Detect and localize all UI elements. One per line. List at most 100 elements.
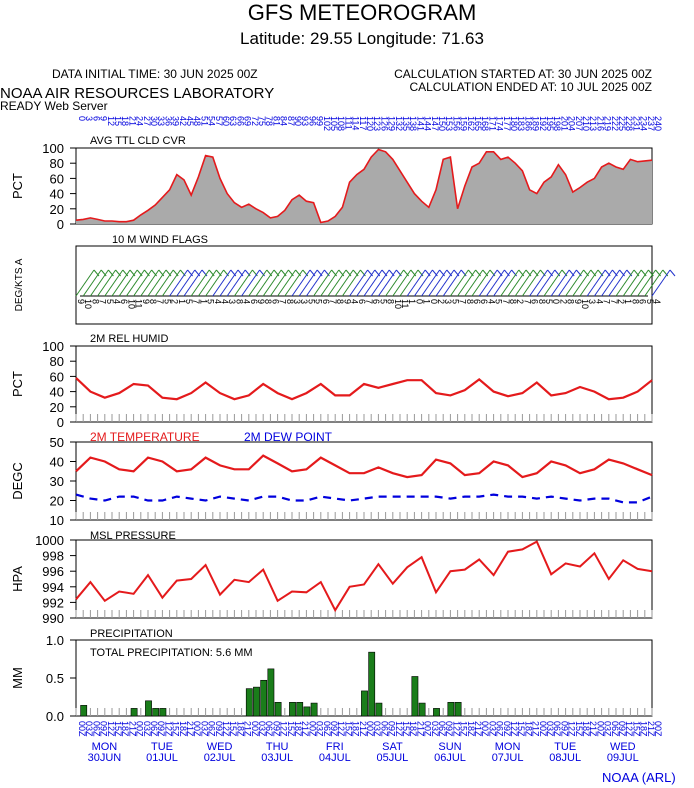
forecast-hour-label: 168	[480, 116, 490, 131]
wind-barb	[557, 269, 577, 297]
wind-barb	[500, 269, 520, 297]
wind-speed-label: 6	[371, 299, 381, 304]
pressure-line	[75, 540, 653, 613]
precip-bar	[310, 702, 318, 717]
wind-barb	[478, 269, 498, 297]
cloud-ylabel: PCT	[10, 173, 25, 199]
hour-label: 09Z	[444, 721, 454, 737]
wind-speed-label: 5	[544, 299, 554, 304]
hour-label: 12Z	[394, 721, 404, 737]
wind-barb	[629, 269, 649, 297]
hour-label: 15Z	[516, 721, 526, 737]
hour-label: 15Z	[171, 721, 181, 737]
hour-label: 15Z	[574, 721, 584, 737]
forecast-hour-label: 132	[394, 116, 404, 131]
forecast-hour-label: 216	[595, 116, 605, 131]
wind-barb	[305, 269, 325, 297]
wind-barb	[615, 269, 635, 297]
pressure-ytick-label: 992	[42, 595, 64, 610]
rh-title: 2M REL HUMID	[90, 333, 168, 345]
day-label: WED	[610, 741, 636, 753]
wind-speed-label: 0	[414, 299, 424, 304]
wind-barb	[442, 269, 462, 297]
day-label: MON	[92, 741, 118, 753]
forecast-hour-label: 18	[120, 116, 130, 126]
wind-barb	[608, 269, 628, 297]
coords: Latitude: 29.55 Longitude: 71.63	[240, 29, 484, 48]
hour-label: 00Z	[77, 721, 87, 737]
wind-barb	[644, 269, 664, 297]
forecast-hour-label: 6	[91, 116, 101, 121]
wind-barb	[363, 269, 383, 297]
wind-barb	[241, 269, 261, 297]
precip-bar	[159, 708, 167, 717]
meteogram-title: GFS METEOROGRAM	[248, 0, 477, 25]
hour-label: 09Z	[502, 721, 512, 737]
wind-speed-label: 9	[76, 299, 86, 304]
wind-speed-label: 4	[350, 299, 360, 304]
forecast-hour-label: 144	[423, 116, 433, 131]
wind-speed-label: 7	[191, 299, 201, 304]
wind-barb	[485, 269, 505, 297]
wind-speed-label: 8	[285, 299, 295, 304]
temp-ytick-label: 50	[50, 435, 64, 450]
day-label: SAT	[382, 741, 403, 753]
wind-speed-label: 10	[393, 299, 403, 309]
cloud-ytick-label: 20	[50, 202, 64, 217]
wind-barb	[493, 269, 513, 297]
wind-speed-label: 4	[220, 299, 230, 304]
wind-speed-label: 8	[566, 299, 576, 304]
calc-ended: CALCULATION ENDED AT: 10 JUL 2025 00Z	[409, 80, 652, 94]
wind-barb	[147, 269, 167, 297]
hour-label: 12Z	[451, 721, 461, 737]
cloud-ytick-label: 40	[50, 187, 64, 202]
forecast-hour-label: 114	[351, 116, 361, 130]
wind-barb	[565, 269, 585, 297]
hour-label: 09Z	[617, 721, 627, 737]
forecast-hour-label: 225	[617, 116, 627, 131]
temperature-line	[75, 454, 653, 479]
forecast-hour-label: 138	[408, 116, 418, 131]
forecast-hour-label: 150	[437, 116, 447, 131]
pressure-title: MSL PRESSURE	[90, 530, 176, 542]
wind-barb	[579, 269, 599, 297]
wind-barb	[262, 269, 282, 297]
wind-speed-label: 6	[472, 299, 482, 304]
forecast-hour-label: 36	[163, 116, 173, 126]
wind-speed-label: 6	[249, 299, 259, 304]
forecast-hour-label: 42	[178, 116, 188, 126]
wind-speed-label: 10	[580, 299, 590, 309]
precip-bar	[454, 702, 462, 717]
hour-label: 06Z	[149, 721, 159, 737]
forecast-hour-label: 222	[610, 116, 620, 131]
cloud-title: AVG TTL CLD CVR	[90, 135, 186, 147]
precip-ytick-label: 0.0	[46, 709, 64, 724]
forecast-hour-label: 183	[516, 116, 526, 131]
wind-barb	[385, 269, 405, 297]
forecast-hour-label: 51	[199, 116, 209, 126]
wind-barb	[622, 269, 642, 297]
hour-label: 06Z	[322, 721, 332, 737]
wind-speed-label: 3	[299, 299, 309, 304]
wind-barb	[104, 269, 124, 297]
hour-label: 03Z	[430, 721, 440, 737]
wind-speed-label: 3	[443, 299, 453, 304]
wind-barb	[205, 269, 225, 297]
wind-barb	[464, 269, 484, 297]
rh-ytick-label: 40	[50, 385, 64, 400]
hour-label: 03Z	[315, 721, 325, 737]
hour-label: 15Z	[401, 721, 411, 737]
precip-bar	[375, 702, 383, 717]
forecast-hour-label: 204	[567, 116, 577, 131]
forecast-hour-label: 213	[588, 116, 598, 131]
precip-bar	[411, 676, 419, 717]
wind-barb	[133, 269, 153, 297]
wind-barb	[320, 269, 340, 297]
wind-speed-label: 5	[162, 299, 172, 304]
forecast-hour-label: 15	[113, 116, 123, 126]
rh-ytick-label: 100	[42, 339, 64, 354]
wind-speed-label: 7	[278, 299, 288, 304]
wind-speed-label: 6	[119, 299, 129, 304]
wind-barb	[449, 269, 469, 297]
